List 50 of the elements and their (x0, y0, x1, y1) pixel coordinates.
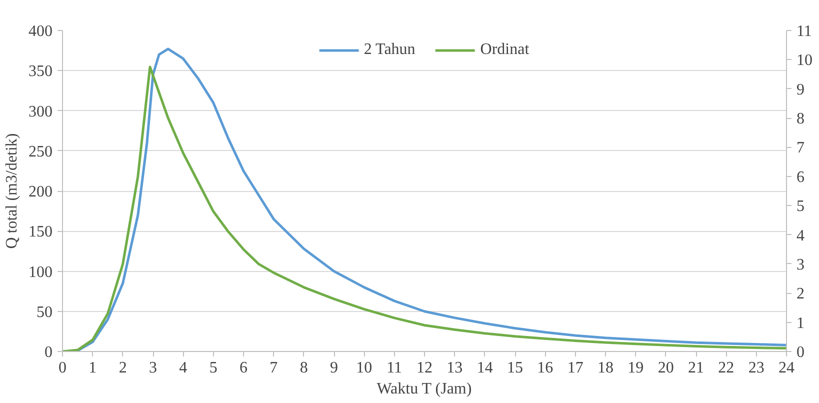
y-tick-label: 250 (28, 143, 52, 160)
x-tick-label: 11 (386, 360, 402, 376)
y-tick-label: 150 (28, 224, 52, 241)
x-tick-label: 22 (718, 360, 734, 376)
y2-tick-label: 8 (796, 110, 804, 128)
y2-tick-label: 11 (796, 23, 812, 40)
y2-tick-label: 5 (796, 198, 804, 216)
x-tick-label: 12 (416, 360, 432, 376)
x-tick-label: 15 (507, 360, 523, 376)
x-tick-label: 4 (179, 360, 188, 376)
x-tick-label: 21 (688, 360, 704, 376)
x-tick-label: 23 (748, 360, 764, 376)
y2-tick-label: 3 (796, 256, 804, 274)
y-tick-label: 300 (28, 103, 52, 120)
y2-tick-label: 7 (796, 140, 804, 157)
legend-label: 2 Tahun (364, 41, 416, 59)
y-tick-label: 0 (44, 344, 52, 361)
y-tick-label: 100 (28, 264, 52, 281)
y-tick-label: 350 (28, 63, 52, 80)
x-tick-label: 24 (778, 360, 794, 376)
x-tick-label: 8 (300, 360, 308, 376)
x-tick-label: 9 (330, 360, 338, 376)
x-tick-label: 7 (270, 360, 278, 376)
x-tick-label: 2 (118, 360, 127, 376)
y2-tick-label: 4 (796, 227, 804, 244)
y-tick-label: 50 (36, 304, 52, 321)
legend-label: Ordinat (480, 41, 530, 59)
y2-tick-label: 0 (796, 344, 804, 361)
x-tick-label: 6 (240, 360, 248, 376)
x-tick-label: 3 (149, 360, 157, 376)
x-tick-label: 1 (88, 360, 97, 376)
y2-tick-label: 2 (796, 286, 804, 303)
x-tick-label: 0 (58, 360, 66, 376)
x-tick-label: 20 (658, 360, 674, 376)
x-tick-label: 5 (209, 360, 218, 376)
x-tick-label: 13 (446, 360, 463, 376)
y2-tick-label: 10 (796, 52, 812, 70)
y2-tick-label: 9 (796, 81, 804, 98)
y-axis-title: Q total (m3/detik) (4, 133, 20, 249)
x-tick-label: 19 (628, 360, 644, 376)
x-axis-title: Waktu T (Jam) (376, 380, 472, 398)
x-tick-label: 17 (567, 360, 584, 376)
y2-tick-label: 1 (796, 314, 804, 332)
x-tick-label: 16 (537, 360, 554, 376)
y2-tick-label: 6 (796, 168, 804, 186)
y-tick-label: 200 (28, 184, 52, 200)
x-tick-label: 18 (598, 360, 614, 376)
y-tick-label: 400 (28, 23, 52, 40)
x-tick-label: 10 (356, 360, 372, 376)
x-tick-label: 14 (476, 360, 493, 376)
